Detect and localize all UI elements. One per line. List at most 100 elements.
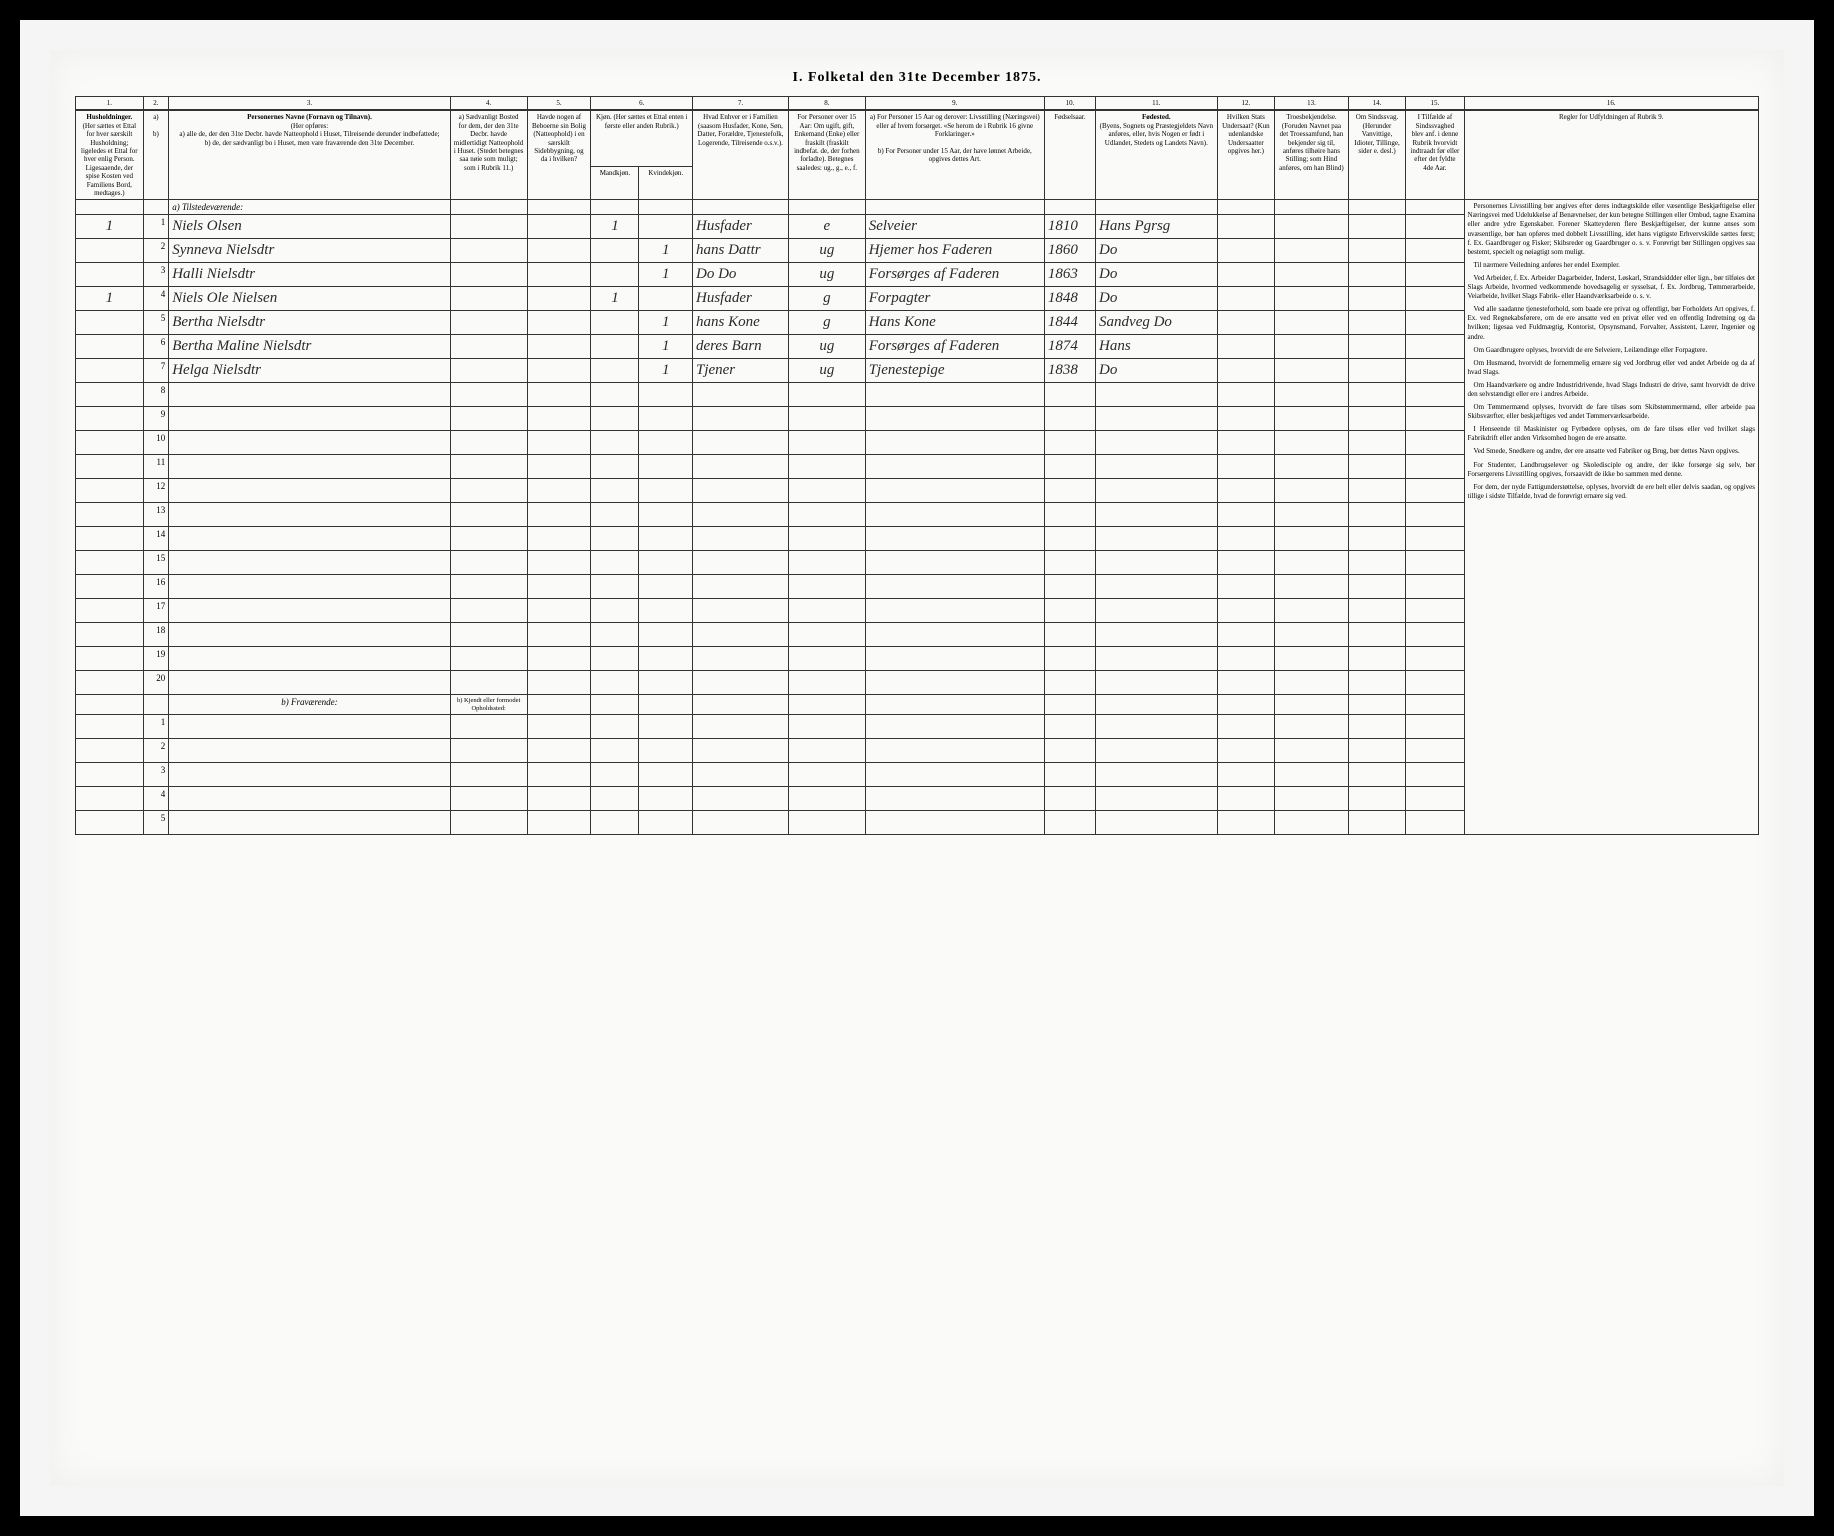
colnum-5: 5. [527,97,591,111]
cell-rownum: 5 [143,311,169,335]
cell-sex-f: 1 [639,263,693,287]
h1-sub2: Ligesaaende, der spise Kosten ved Famili… [86,164,133,197]
cell-col15 [1406,311,1464,335]
cell-family: hans Dattr [692,239,788,263]
header-16: Regler for Udfyldningen af Rubrik 9. [1464,110,1758,199]
cell-rownum: 3 [143,263,169,287]
scan-frame: I. Folketal den 31te December 1875. 1. 2… [20,20,1814,1516]
header-1: Husholdninger. (Her sættes et Ettal for … [76,110,144,199]
census-page: I. Folketal den 31te December 1875. 1. 2… [50,50,1784,1486]
cell-col13 [1275,335,1349,359]
cell-col5 [527,239,591,263]
cell-rownum: 19 [143,647,169,671]
colnum-7: 7. [692,97,788,111]
header-13: Troesbekjendelse. (Foruden Navnet paa de… [1275,110,1349,199]
instruction-paragraph: Om Tømmermænd oplyses, hvorvidt de fare … [1468,403,1755,421]
instruction-paragraph: Ved Arbeider, f. Ex. Arbeider Dagarbeide… [1468,274,1755,301]
cell-household [76,263,144,287]
column-number-row: 1. 2. 3. 4. 5. 6. 7. 8. 9. 10. 11. 12. 1… [76,97,1759,111]
colnum-1: 1. [76,97,144,111]
cell-year: 1838 [1044,359,1095,383]
cell-family: Husfader [692,215,788,239]
cell-household: 1 [76,215,144,239]
cell-sex-f [639,287,693,311]
cell-year: 1874 [1044,335,1095,359]
cell-sex-f: 1 [639,311,693,335]
cell-col4 [450,359,527,383]
header-9: a) For Personer 15 Aar og derover: Livss… [865,110,1044,199]
cell-name: Helga Nielsdtr [169,359,451,383]
cell-rownum: 5 [143,811,169,835]
cell-rownum: 3 [143,763,169,787]
cell-family: Do Do [692,263,788,287]
instruction-paragraph: Om Gaardbrugere oplyses, hvorvidt de ere… [1468,346,1755,355]
h3-sub: (Her opføres: [291,122,329,130]
cell-col5 [527,287,591,311]
header-7: Hvad Enhver er i Familien (saasom Husfad… [692,110,788,199]
cell-col14 [1348,287,1406,311]
colnum-2: 2. [143,97,169,111]
cell-rownum: 10 [143,431,169,455]
cell-rownum: 6 [143,335,169,359]
cell-col13 [1275,215,1349,239]
cell-col13 [1275,263,1349,287]
colnum-6: 6. [591,97,693,111]
cell-birthplace: Do [1096,239,1218,263]
cell-rownum: 4 [143,287,169,311]
cell-col13 [1275,359,1349,383]
cell-name: Halli Nielsdtr [169,263,451,287]
colnum-8: 8. [788,97,865,111]
cell-rownum: 2 [143,239,169,263]
h1-sub: (Her sættes et Ettal for hver særskilt H… [81,122,138,164]
cell-year: 1860 [1044,239,1095,263]
section-present: a) Tilstedeværende: Personernes Livsstil… [76,200,1759,215]
header-12: Hvilken Stats Undersaat? (Kun udenlandsk… [1217,110,1275,199]
cell-sex-m: 1 [591,215,639,239]
cell-rownum: 7 [143,359,169,383]
cell-col15 [1406,263,1464,287]
cell-sex-f: 1 [639,239,693,263]
colnum-4: 4. [450,97,527,111]
cell-family: deres Barn [692,335,788,359]
instruction-paragraph: Om Husmænd, hvorvidt de fornemmelig ernæ… [1468,359,1755,377]
h3-title: Personernes Navne (Fornavn og Tilnavn). [247,113,372,121]
cell-birthplace: Do [1096,263,1218,287]
header-4: a) Sædvanligt Bosted for dem, der den 31… [450,110,527,199]
colnum-9: 9. [865,97,1044,111]
cell-col15 [1406,239,1464,263]
instruction-paragraph: Om Haandværkere og andre Industridrivend… [1468,381,1755,399]
cell-civil: g [788,287,865,311]
cell-col12 [1217,311,1275,335]
table-body: a) Tilstedeværende: Personernes Livsstil… [76,200,1759,835]
cell-household [76,359,144,383]
cell-year: 1863 [1044,263,1095,287]
cell-family: Husfader [692,287,788,311]
cell-rownum: 16 [143,575,169,599]
cell-col14 [1348,359,1406,383]
cell-col4 [450,335,527,359]
instruction-paragraph: Til nærmere Veiledning anføres her endel… [1468,261,1755,270]
cell-sex-m [591,263,639,287]
cell-civil: ug [788,359,865,383]
cell-col14 [1348,335,1406,359]
header-3: Personernes Navne (Fornavn og Tilnavn). … [169,110,451,199]
present-label: a) Tilstedeværende: [169,200,451,215]
instruction-paragraph: Ved Smede, Snedkere og andre, der ere an… [1468,447,1755,456]
cell-rownum: 11 [143,455,169,479]
cell-civil: g [788,311,865,335]
cell-occupation: Forsørges af Faderen [865,335,1044,359]
cell-birthplace: Hans Pgrsg [1096,215,1218,239]
header-11: Fødested. (Byens, Sognets og Præstegjeld… [1096,110,1218,199]
cell-civil: e [788,215,865,239]
cell-col13 [1275,287,1349,311]
cell-col12 [1217,359,1275,383]
cell-occupation: Hans Kone [865,311,1044,335]
instruction-paragraph: Personernes Livsstilling bør angives eft… [1468,202,1755,257]
cell-family: Tjener [692,359,788,383]
cell-civil: ug [788,263,865,287]
cell-birthplace: Do [1096,287,1218,311]
header-6b: Kvindekjøn. [639,166,693,200]
cell-rownum: 2 [143,739,169,763]
page-title: I. Folketal den 31te December 1875. [75,70,1759,86]
h3-a: a) alle de, der den 31te Decbr. havde Na… [179,130,439,138]
